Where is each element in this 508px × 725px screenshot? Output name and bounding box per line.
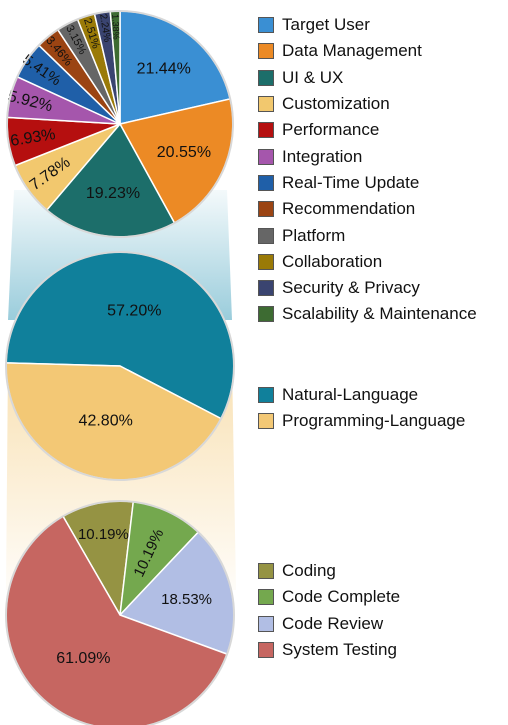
legend-item-security-and-privacy: Security & Privacy xyxy=(258,275,477,301)
pie-chart-3: 10.19% 10.19%18.53%61.09% xyxy=(5,500,235,725)
legend-swatch xyxy=(258,253,274,270)
legend-label: Scalability & Maintenance xyxy=(282,304,477,324)
legend-item-ui-and-ux: UI & UX xyxy=(258,65,477,91)
legend-label: UI & UX xyxy=(282,67,344,87)
legend-item-programming-language: Programming-Language xyxy=(258,408,465,434)
legend-swatch xyxy=(258,589,274,606)
legend-label: System Testing xyxy=(282,640,397,660)
legend-label: Target User xyxy=(282,15,370,35)
legend-item-scalability-and-maintenance: Scalability & Maintenance xyxy=(258,301,477,327)
legend-swatch xyxy=(258,387,274,404)
legend-item-target-user: Target User xyxy=(258,12,477,38)
legend-label: Coding xyxy=(282,561,336,581)
legend-label: Natural-Language xyxy=(282,385,419,405)
legend-item-code-review: Code Review xyxy=(258,611,400,637)
legend-swatch xyxy=(258,306,274,323)
legend-item-recommendation: Recommendation xyxy=(258,196,477,222)
legend-swatch xyxy=(258,280,274,297)
legend-label: Integration xyxy=(282,146,363,166)
legend-swatch xyxy=(258,148,274,165)
legend-label: Customization xyxy=(282,94,390,114)
legend-label: Performance xyxy=(282,120,380,140)
slice-label-coding: 10.19% xyxy=(78,526,129,543)
legend-item-customization: Customization xyxy=(258,91,477,117)
legend-item-data-management: Data Management xyxy=(258,38,477,64)
legend-swatch xyxy=(258,227,274,244)
pie-outline xyxy=(6,10,234,238)
legend-label: Code Complete xyxy=(282,587,401,607)
pie-outline xyxy=(5,251,235,481)
legend-swatch xyxy=(258,96,274,113)
legend-swatch xyxy=(258,69,274,86)
slice-label-code-review: 18.53% xyxy=(161,591,212,608)
legend-item-real-time-update: Real-Time Update xyxy=(258,170,477,196)
legend-label: Platform xyxy=(282,225,346,245)
slice-label-programming-language: 42.80% xyxy=(79,413,133,430)
legend-language: Natural-Language Programming-Language xyxy=(258,382,465,435)
legend-label: Security & Privacy xyxy=(282,278,420,298)
pie-chart-1: 21.44%20.55%19.23%7.78%6.93%5.92%5.41%3.… xyxy=(6,10,234,238)
legend-features: Target User Data Management UI & UX Customi… xyxy=(258,12,477,328)
pie-outline xyxy=(5,500,235,725)
legend-label: Programming-Language xyxy=(282,411,466,431)
legend-label: Real-Time Update xyxy=(282,172,420,192)
legend-swatch xyxy=(258,43,274,60)
slice-label-scalability-and-maintenance: 1.38% xyxy=(110,14,121,40)
legend-swatch xyxy=(258,17,274,34)
slice-label-target-user: 21.44% xyxy=(137,61,191,78)
legend-swatch xyxy=(258,563,274,580)
legend-task: Coding Code Complete Code Review System Tes… xyxy=(258,558,400,663)
legend-swatch xyxy=(258,642,274,659)
slice-label-system-testing: 61.09% xyxy=(56,650,110,667)
slice-label-ui-and-ux: 19.23% xyxy=(86,185,140,202)
legend-swatch xyxy=(258,122,274,139)
legend-swatch xyxy=(258,615,274,632)
pie-chart-2: 57.20% 42.80% xyxy=(5,251,235,481)
legend-label: Data Management xyxy=(282,41,422,61)
legend-label: Collaboration xyxy=(282,251,383,271)
legend-swatch xyxy=(258,174,274,191)
legend-label: Recommendation xyxy=(282,199,416,219)
legend-item-platform: Platform xyxy=(258,222,477,248)
legend-item-coding: Coding xyxy=(258,558,400,584)
slice-label-data-management: 20.55% xyxy=(157,144,211,161)
legend-item-natural-language: Natural-Language xyxy=(258,382,465,408)
legend-swatch xyxy=(258,413,274,430)
slice-label-security-and-privacy: 2.24% xyxy=(97,13,112,43)
legend-item-integration: Integration xyxy=(258,143,477,169)
legend-item-collaboration: Collaboration xyxy=(258,249,477,275)
legend-swatch xyxy=(258,201,274,218)
legend-item-system-testing: System Testing xyxy=(258,637,400,663)
slice-label-performance: 6.93% xyxy=(9,126,56,150)
legend-label: Code Review xyxy=(282,613,384,633)
slice-label-natural-language: 57.20% xyxy=(107,302,161,319)
legend-item-performance: Performance xyxy=(258,117,477,143)
legend-item-code-complete: Code Complete xyxy=(258,584,400,610)
